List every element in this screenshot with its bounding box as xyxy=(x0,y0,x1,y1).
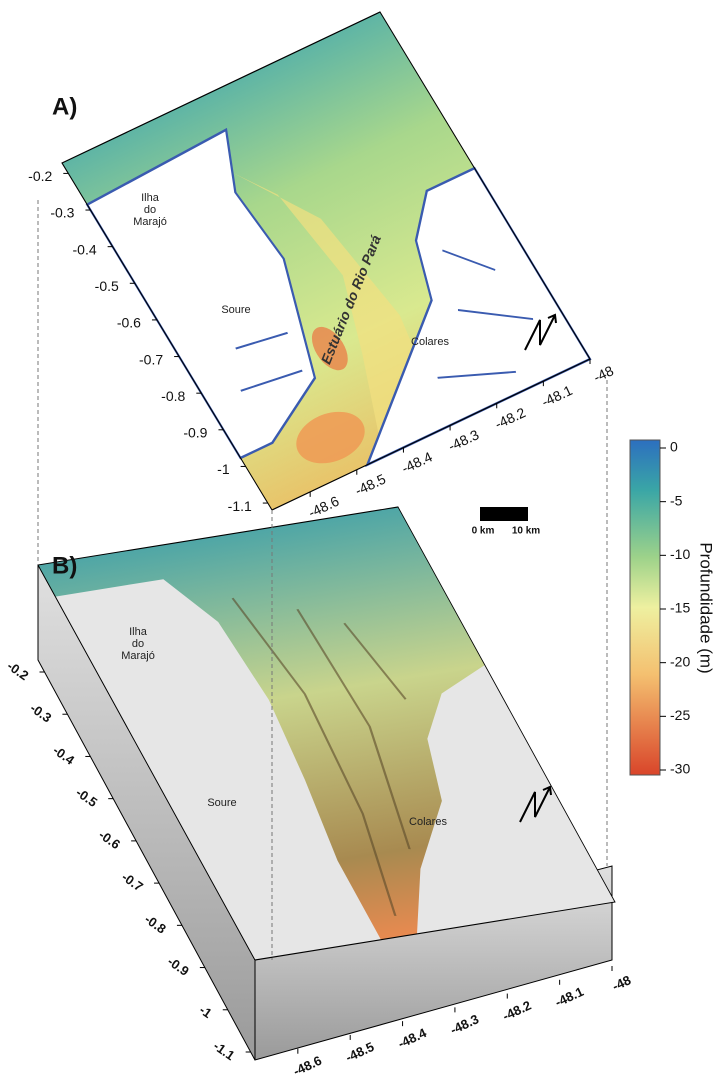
colorbar-tick-label: -20 xyxy=(670,653,690,669)
x-tick-label: -48.1 xyxy=(539,382,575,410)
y-tick-label: -1 xyxy=(197,1002,215,1021)
place-line: Ilha xyxy=(129,626,148,638)
place-line: Marajó xyxy=(121,650,155,662)
y-tick-label: -0.6 xyxy=(117,315,141,331)
colorbar-tick-label: -30 xyxy=(670,761,690,777)
x-tick-label: -48.3 xyxy=(448,1011,481,1037)
x-tick-label: -48.1 xyxy=(553,984,586,1010)
y-tick-label: -0.9 xyxy=(183,425,207,441)
y-tick-label: -0.4 xyxy=(50,743,78,769)
colorbar xyxy=(630,440,660,775)
y-tick-label: -1 xyxy=(217,461,230,477)
y-tick-label: -0.7 xyxy=(119,869,146,894)
x-tick-label: -48 xyxy=(610,972,633,994)
y-tick-label: -0.5 xyxy=(73,785,100,810)
y-tick-label: -0.2 xyxy=(4,658,31,683)
panel-label: B) xyxy=(52,552,77,579)
y-tick-label: -0.7 xyxy=(139,351,163,367)
colorbar-tick-label: -10 xyxy=(670,546,690,562)
place-label: Soure xyxy=(221,304,250,316)
y-tick-label: -0.4 xyxy=(73,241,97,257)
figure: 0 km 10 km A) B) Profundidade (m) Estuár… xyxy=(0,0,723,1077)
x-tick-label: -48.5 xyxy=(352,470,388,498)
map-a xyxy=(62,12,590,510)
colorbar-tick-label: -15 xyxy=(670,600,690,616)
y-tick-label: -0.9 xyxy=(165,954,192,979)
x-tick-label: -48.5 xyxy=(343,1039,376,1065)
scale-end: 10 km xyxy=(512,526,540,537)
panel-label: A) xyxy=(52,93,77,120)
x-tick-label: -48.4 xyxy=(396,1025,430,1051)
place-label: Soure xyxy=(207,797,236,809)
y-tick-label: -0.2 xyxy=(28,168,52,184)
x-tick-label: -48.2 xyxy=(500,998,533,1024)
place-line: do xyxy=(132,638,144,650)
colorbar-tick-label: 0 xyxy=(670,439,678,455)
y-tick-label: -0.8 xyxy=(161,388,185,404)
y-tick-label: -0.5 xyxy=(95,278,119,294)
y-tick-label: -0.3 xyxy=(50,205,74,221)
place-line: do xyxy=(144,204,156,216)
y-tick-label: -1.1 xyxy=(228,498,252,514)
x-tick-label: -48.3 xyxy=(446,426,482,454)
place-line: Ilha xyxy=(141,192,160,204)
y-tick-label: -0.8 xyxy=(142,911,169,936)
x-tick-label: -48 xyxy=(591,362,616,385)
colorbar-tick-label: -5 xyxy=(670,492,683,508)
y-tick-label: -0.3 xyxy=(27,700,54,725)
y-tick-label: -0.6 xyxy=(96,827,123,852)
colorbar-title: Profundidade (m) xyxy=(697,542,716,673)
scale-bar xyxy=(480,507,528,521)
x-tick-label: -48.2 xyxy=(492,404,528,432)
colorbar-tick-label: -25 xyxy=(670,707,690,723)
x-tick-label: -48.4 xyxy=(399,448,435,476)
place-label: Colares xyxy=(411,336,449,348)
x-tick-label: -48.6 xyxy=(291,1053,324,1077)
y-tick-label: -1.1 xyxy=(211,1038,238,1063)
place-line: Marajó xyxy=(133,216,167,228)
place-label: Colares xyxy=(409,816,447,828)
scale-start: 0 km xyxy=(472,526,495,537)
